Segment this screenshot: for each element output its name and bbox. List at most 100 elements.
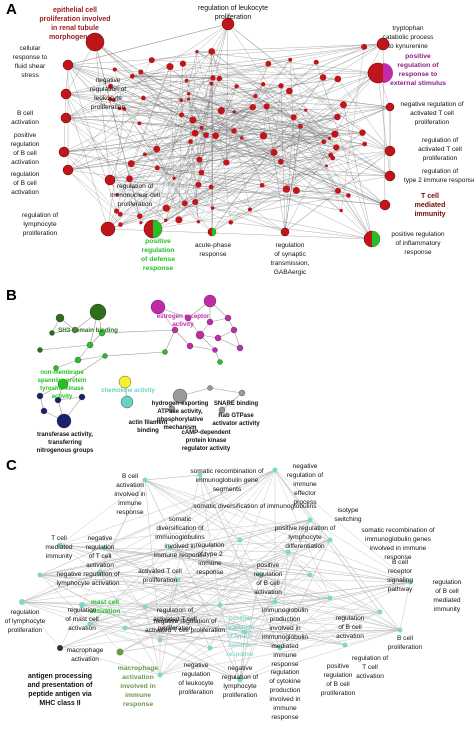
panel-a-node (196, 156, 202, 162)
panel_c-label: mediated (45, 544, 72, 551)
panel_c-label: involved in (120, 683, 156, 690)
panel-a-node (361, 44, 367, 50)
panel_c-label: response (116, 509, 143, 516)
panel-b-node (38, 348, 43, 353)
panel_c-label: involved in immune (370, 545, 427, 552)
panel-c-node (328, 596, 333, 601)
panel_a-label: regulation of (117, 183, 153, 190)
panel_c-label: macrophage (67, 647, 104, 654)
panel_c-label: of mast cell (65, 616, 99, 623)
panel-a-node (192, 199, 198, 205)
panel-a-node (187, 97, 190, 100)
panel-b-nodes (37, 295, 245, 428)
panel-c-node (343, 643, 348, 648)
panel-c-node (238, 538, 243, 543)
panel-a-node (265, 61, 271, 67)
panel_c-label: of type 2 (197, 551, 223, 558)
panel_a-label: regulation (11, 171, 40, 178)
panel-a-node (340, 101, 347, 108)
panel_c-label: switching (334, 516, 361, 523)
panel-a-node (386, 103, 394, 111)
panel_b-label: SH3 domain binding (58, 327, 118, 334)
panel-b-node (103, 354, 108, 359)
panel_a-label: negative regulation of (400, 101, 463, 108)
panel_c-label: negative (88, 535, 113, 542)
panel_c-label: immune (293, 481, 317, 488)
panel_c-label: negative regulation of (56, 571, 119, 578)
panel_c-label: production (270, 616, 301, 623)
panel-a-node (137, 213, 143, 219)
panel_a-label: type 2 immune response (404, 177, 474, 184)
panel_c-label: isotype (338, 507, 359, 514)
panel-a-node (250, 104, 256, 110)
panel-c-node (286, 550, 291, 555)
panel-c-node (123, 626, 128, 631)
panel_c-label: activation (116, 482, 144, 489)
panel_c-label: effector (294, 490, 317, 497)
panel_a-label: regulation (142, 247, 175, 254)
panel-a-node (234, 84, 238, 88)
panel-a-node (325, 164, 328, 167)
panel_b-label: hydrogen-exporting (152, 401, 209, 407)
panel_a-label: negative (96, 77, 121, 84)
panel-c-edge (145, 475, 200, 480)
panel-a-node (291, 114, 297, 120)
panel-a-edge (378, 73, 390, 176)
panel_c-label: of B cell (338, 624, 362, 631)
panel_a-label: of synaptic (274, 251, 306, 258)
panel-a-node (143, 152, 147, 156)
panel_c-label: proliferation (8, 627, 43, 634)
panel_a-label: mononuclear cell (110, 192, 160, 199)
panel-c-node (273, 468, 278, 473)
panel_c-label: immunoglobulin gene (196, 477, 259, 484)
panel_a-label: response to (399, 71, 438, 78)
panel_c-label: regulation of (287, 472, 323, 479)
panel-a-node (248, 208, 252, 212)
panel-b-node (56, 314, 64, 322)
panel-a-node (335, 188, 341, 194)
panel-c-node (117, 649, 124, 656)
panel_a-label: regulation of leukocyte (198, 5, 268, 12)
panel-a-node (180, 61, 186, 67)
panel_a-label: proliferation (91, 104, 126, 111)
panel_c-label: involved in (269, 625, 300, 632)
panel-b-node (75, 357, 81, 363)
panel-a-node (385, 171, 395, 181)
panel_a-label: acute-phase (195, 242, 232, 249)
panel_b-label: ATPase activity, (157, 409, 202, 415)
panel_a-label: mediated (415, 202, 446, 209)
panel-c-node (308, 518, 313, 523)
panel_b-label: estrogen receptor (157, 313, 210, 320)
panel_c-label: proliferation (143, 577, 178, 584)
panel-a-node (240, 136, 243, 139)
panel-a-node (253, 94, 257, 98)
panel_c-label: of lymphocyte (5, 618, 46, 625)
panel_c-label: activated T cell (138, 568, 182, 575)
panel_c-label: of type 2 (227, 633, 253, 640)
panel-a-node (126, 175, 133, 182)
panel-a-node (321, 139, 326, 144)
panel_c-label: of T cell (89, 553, 112, 560)
panel-a-node (260, 183, 265, 188)
panel_c-label: of B cell (256, 580, 280, 587)
panel_a-label: proliferation (118, 201, 153, 208)
panel-b-node (225, 315, 231, 321)
panel-b-node (37, 393, 43, 399)
panel-b-node (208, 386, 213, 391)
panel_c-label: regulation (11, 609, 40, 616)
panel_b-label: chemokine activity (101, 388, 155, 394)
panel_a-label: GABAergic (274, 269, 307, 276)
panel-a-node (328, 137, 331, 140)
panel_a-label: in renal tubule (51, 25, 99, 32)
panel-b-node (163, 350, 168, 355)
panel_a-label: of B cell (13, 150, 37, 157)
panel_c-label: positive (327, 663, 350, 670)
panel-b-node (41, 408, 47, 414)
panel-b-node (213, 348, 218, 353)
panel_c-label: activation (86, 562, 114, 569)
panel_a-label: regulation (276, 242, 305, 249)
panel-a-node (304, 109, 307, 112)
panel_a-label: activated T cell (418, 146, 462, 153)
